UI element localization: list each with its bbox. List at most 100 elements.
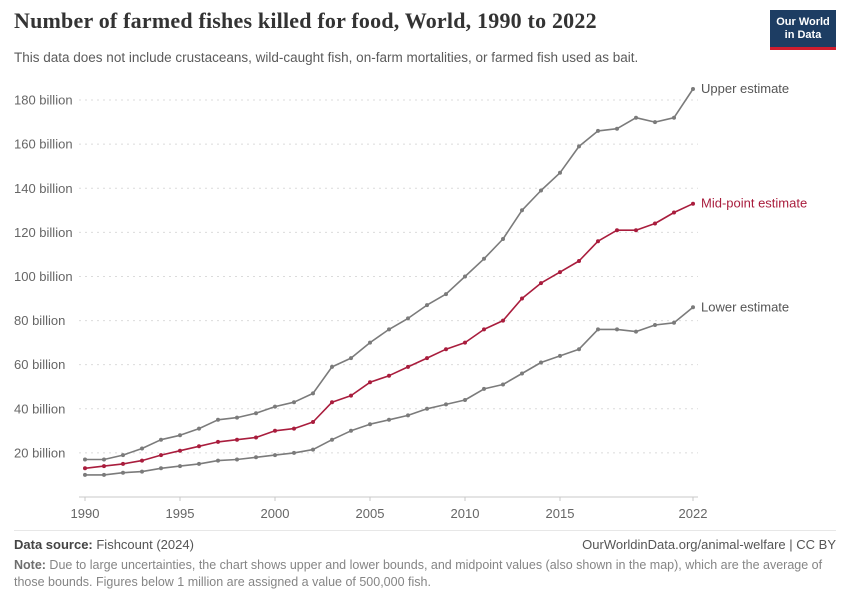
series-line-1	[84, 202, 694, 470]
series-point	[558, 170, 562, 175]
series-point	[102, 464, 106, 469]
series-point	[406, 364, 410, 369]
series-point	[577, 347, 581, 352]
series-point	[140, 469, 144, 474]
series-point	[235, 457, 239, 462]
series-point	[387, 373, 391, 378]
series-point	[330, 437, 334, 442]
series-point	[406, 316, 410, 321]
series-point	[501, 382, 505, 387]
y-tick-label: 40 billion	[14, 401, 65, 416]
series-point	[311, 420, 315, 424]
series-point	[634, 228, 638, 233]
footer-note-label: Note:	[14, 558, 46, 572]
x-tick-label: 2015	[546, 506, 575, 521]
series-point	[349, 428, 353, 433]
series-point	[349, 356, 353, 361]
series-point	[273, 453, 277, 458]
series-point	[349, 393, 353, 398]
y-tick-label: 120 billion	[14, 225, 73, 240]
series-point	[330, 364, 334, 369]
x-tick-label: 1990	[71, 506, 100, 521]
page-title: Number of farmed fishes killed for food,…	[14, 8, 597, 33]
series-point	[178, 433, 182, 438]
series-line-2	[85, 306, 694, 476]
x-tick-label: 2010	[451, 506, 480, 521]
owid-link[interactable]: OurWorldinData.org/animal-welfare | CC B…	[582, 537, 836, 552]
series-point	[292, 450, 296, 455]
series-point	[539, 360, 543, 365]
series-point	[311, 391, 315, 396]
series-point	[140, 458, 144, 463]
series-end-label-2: Lower estimate	[701, 299, 789, 314]
series-point	[653, 120, 657, 125]
series-point	[83, 457, 87, 462]
series-end-label-1: Mid-point estimate	[701, 196, 807, 211]
footer-note: Note: Due to large uncertainties, the ch…	[14, 557, 836, 592]
series-point	[292, 400, 296, 405]
series-point	[254, 455, 258, 460]
series-point	[558, 270, 562, 275]
series-point	[330, 400, 334, 405]
series-point	[558, 353, 562, 358]
series-point	[482, 327, 486, 332]
series-point	[368, 422, 372, 427]
series-point	[235, 415, 239, 420]
series-point	[463, 274, 467, 279]
series-point	[178, 464, 182, 469]
series-point	[444, 402, 448, 407]
series-point	[368, 340, 372, 345]
series-point	[520, 371, 524, 376]
series-point	[254, 411, 258, 416]
series-point	[520, 208, 524, 213]
series-point	[672, 210, 676, 215]
y-tick-label: 140 billion	[14, 181, 73, 196]
series-point	[292, 426, 296, 431]
series-point	[501, 237, 505, 241]
series-point	[596, 128, 600, 133]
page-subtitle: This data does not include crustaceans, …	[14, 50, 639, 65]
series-point	[444, 347, 448, 352]
series-point	[520, 296, 524, 301]
footer-source-row: Data source: Fishcount (2024) OurWorldin…	[14, 537, 836, 552]
series-point	[216, 417, 220, 422]
owid-logo[interactable]: Our World in Data	[770, 10, 836, 50]
data-source-value: Fishcount (2024)	[92, 537, 194, 552]
series-point	[615, 228, 619, 233]
series-point	[482, 386, 486, 391]
series-point	[197, 444, 201, 449]
data-source-label: Data source:	[14, 537, 93, 552]
series-point	[463, 340, 467, 345]
owid-logo-line2: in Data	[784, 29, 822, 41]
x-tick-label: 1995	[166, 506, 195, 521]
series-point	[311, 447, 315, 452]
y-tick-label: 180 billion	[14, 93, 73, 108]
series-point	[672, 320, 676, 325]
series-point	[140, 446, 144, 451]
series-point	[634, 115, 638, 120]
series-point	[653, 323, 657, 327]
series-point	[159, 466, 163, 471]
series-point	[691, 305, 695, 310]
x-tick-label: 2000	[261, 506, 290, 521]
series-point	[216, 458, 220, 463]
series-point	[406, 413, 410, 418]
series-point	[235, 437, 239, 442]
series-point	[596, 239, 600, 244]
series-point	[444, 292, 448, 297]
series-point	[387, 417, 391, 422]
series-point	[539, 188, 543, 193]
series-point	[691, 201, 695, 206]
owid-logo-line1: Our World	[776, 16, 830, 28]
series-point	[425, 356, 429, 361]
series-point	[102, 457, 106, 462]
series-point	[83, 466, 87, 471]
y-tick-label: 160 billion	[14, 137, 73, 152]
series-point	[596, 327, 600, 332]
y-tick-label: 80 billion	[14, 313, 65, 328]
series-point	[539, 281, 543, 286]
series-point	[121, 453, 125, 458]
y-tick-label: 60 billion	[14, 357, 65, 372]
y-tick-label: 100 billion	[14, 269, 73, 284]
series-point	[159, 453, 163, 458]
